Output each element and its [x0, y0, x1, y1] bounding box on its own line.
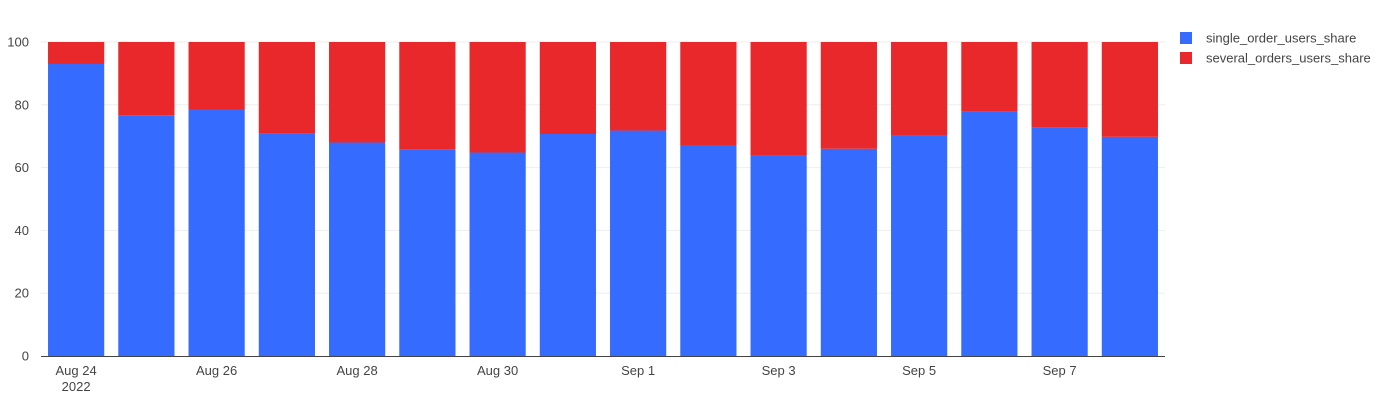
- legend-item-several-orders-users-share[interactable]: several_orders_users_share: [1180, 51, 1371, 66]
- y-tick-label: 0: [22, 349, 29, 364]
- bar-single-order-users-share[interactable]: [399, 149, 456, 356]
- bar-single-order-users-share[interactable]: [48, 63, 105, 356]
- bar-several-orders-users-share[interactable]: [539, 42, 596, 135]
- bar-several-orders-users-share[interactable]: [961, 42, 1018, 112]
- x-tick-label: Aug 26: [196, 363, 237, 378]
- legend-item-single-order-users-share[interactable]: single_order_users_share: [1180, 31, 1356, 46]
- bar-single-order-users-share[interactable]: [610, 130, 667, 356]
- bar-several-orders-users-share[interactable]: [1031, 42, 1088, 128]
- legend-swatch: [1180, 32, 1192, 44]
- x-tick-label: Sep 1: [621, 363, 655, 378]
- bar-single-order-users-share[interactable]: [188, 109, 245, 356]
- bar-several-orders-users-share[interactable]: [48, 42, 105, 64]
- bar-several-orders-users-share[interactable]: [258, 42, 315, 134]
- bar-several-orders-users-share[interactable]: [1101, 42, 1158, 137]
- bar-several-orders-users-share[interactable]: [399, 42, 456, 150]
- bar-several-orders-users-share[interactable]: [118, 42, 175, 116]
- y-tick-label: 40: [15, 223, 29, 238]
- bar-single-order-users-share[interactable]: [118, 115, 175, 356]
- bar-several-orders-users-share[interactable]: [469, 42, 526, 153]
- x-tick-label: Aug 24: [56, 363, 97, 378]
- bar-several-orders-users-share[interactable]: [329, 42, 386, 143]
- y-tick-label: 20: [15, 286, 29, 301]
- bar-several-orders-users-share[interactable]: [820, 42, 877, 149]
- bar-several-orders-users-share[interactable]: [610, 42, 667, 131]
- x-tick-label: Sep 3: [762, 363, 796, 378]
- bar-several-orders-users-share[interactable]: [891, 42, 948, 136]
- bar-single-order-users-share[interactable]: [258, 133, 315, 356]
- bar-single-order-users-share[interactable]: [1031, 127, 1088, 357]
- x-tick-label: Aug 30: [477, 363, 518, 378]
- bar-single-order-users-share[interactable]: [750, 155, 807, 356]
- legend-swatch: [1180, 52, 1192, 64]
- bar-single-order-users-share[interactable]: [891, 135, 948, 356]
- bar-several-orders-users-share[interactable]: [750, 42, 807, 156]
- bar-several-orders-users-share[interactable]: [680, 42, 737, 145]
- y-tick-label: 100: [7, 35, 29, 50]
- x-tick-year-label: 2022: [62, 379, 91, 394]
- bar-single-order-users-share[interactable]: [961, 111, 1018, 356]
- bar-single-order-users-share[interactable]: [469, 152, 526, 356]
- x-tick-label: Aug 28: [337, 363, 378, 378]
- bar-single-order-users-share[interactable]: [329, 142, 386, 356]
- bar-single-order-users-share[interactable]: [539, 134, 596, 356]
- legend-label: single_order_users_share: [1206, 31, 1356, 46]
- legend[interactable]: single_order_users_share several_orders_u…: [1180, 31, 1371, 66]
- bar-single-order-users-share[interactable]: [680, 144, 737, 356]
- bars: [48, 42, 1158, 357]
- legend-label: several_orders_users_share: [1206, 51, 1371, 66]
- bar-single-order-users-share[interactable]: [1101, 136, 1158, 356]
- x-tick-label: Sep 5: [902, 363, 936, 378]
- bar-several-orders-users-share[interactable]: [188, 42, 245, 110]
- y-axis-ticks: 0 20 40 60 80 100: [7, 35, 29, 364]
- bar-single-order-users-share[interactable]: [820, 148, 877, 356]
- x-tick-label: Sep 7: [1043, 363, 1077, 378]
- y-tick-label: 60: [15, 160, 29, 175]
- y-tick-label: 80: [15, 97, 29, 112]
